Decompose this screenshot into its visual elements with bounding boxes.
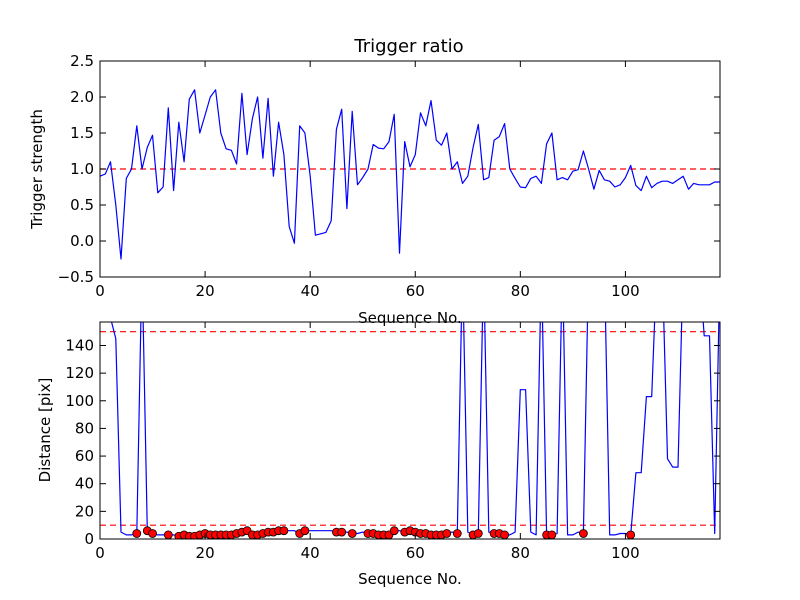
distance-y-tick-label-2: 40	[75, 475, 94, 493]
distance-data-point-35	[389, 526, 399, 536]
distance-x-tick-label-0: 0	[95, 544, 105, 562]
distance-data-point-28	[337, 527, 347, 537]
distance-data-point-3	[163, 530, 173, 539]
distance-data-point-2	[148, 529, 157, 538]
distance-data-point-0	[132, 529, 142, 538]
trigger-clipped-group	[100, 89, 720, 260]
distance-x-tick-label-1: 20	[196, 544, 215, 562]
x-axis-label-top: Sequence No.	[358, 309, 462, 327]
distance-frame	[99, 321, 721, 540]
chart-title: Trigger ratio	[353, 36, 463, 57]
distance-y-tick-label-5: 100	[65, 392, 94, 410]
distance-axes: 0 20 40 60 80 100 0 20 40 60 80 100 120 140 Sequence …	[36, 321, 721, 588]
trigger-x-tick-label-0: 0	[95, 282, 105, 300]
y-axis-label-bottom: Distance [pix]	[36, 378, 54, 483]
trigger-x-tick-label-5: 100	[611, 282, 640, 300]
distance-y-tick-label-3: 60	[75, 447, 94, 465]
trigger-x-tick-label-3: 60	[406, 282, 425, 300]
distance-x-tick-label-5: 100	[611, 544, 640, 562]
trigger-ratio-ticks: 0 20 40 60 80 100 −0.5 0.0 0.5 1.0 1.5 2.0 2.5	[58, 52, 720, 300]
distance-x-tick-label-4: 80	[511, 544, 530, 562]
trigger-x-tick-label-1: 20	[196, 282, 215, 300]
distance-y-tick-label-7: 140	[65, 336, 94, 354]
trigger-y-tick-label-1: 0.0	[70, 232, 94, 250]
trigger-y-tick-label-2: 0.5	[70, 196, 94, 214]
x-axis-label-bottom: Sequence No.	[358, 570, 462, 588]
distance-clipped-group	[100, 322, 720, 539]
distance-y-tick-label-6: 120	[65, 364, 94, 382]
distance-x-tick-label-2: 40	[301, 544, 320, 562]
distance-x-tick-label-3: 60	[406, 544, 425, 562]
trigger-ratio-plot-area	[100, 89, 720, 260]
trigger-x-tick-label-2: 40	[301, 282, 320, 300]
distance-y-tick-label-0: 0	[84, 530, 94, 548]
distance-data-point-47	[473, 529, 483, 538]
trigger-x-tick-label-4: 80	[511, 282, 530, 300]
distance-data-point-29	[347, 529, 357, 538]
y-axis-label-top: Trigger strength	[28, 109, 46, 230]
distance-data-point-44	[442, 529, 452, 538]
trigger-y-tick-label-5: 2.0	[70, 88, 94, 106]
distance-data-point-53	[578, 529, 588, 538]
distance-data-point-45	[452, 529, 462, 538]
distance-y-tick-label-1: 20	[75, 502, 94, 520]
trigger-y-tick-label-6: 2.5	[70, 52, 94, 70]
distance-ticks: 0 20 40 60 80 100 0 20 40 60 80 100 120 140	[65, 322, 720, 562]
distance-data-point-26	[300, 526, 310, 536]
trigger-y-tick-label-3: 1.0	[70, 160, 94, 178]
distance-data-point-54	[626, 530, 636, 539]
trigger-series-line	[100, 89, 720, 260]
distance-data-point-52	[547, 530, 557, 539]
distance-plot-area	[100, 322, 720, 539]
trigger-y-tick-label-0: −0.5	[58, 268, 94, 286]
distance-y-tick-label-4: 80	[75, 419, 94, 437]
distance-data-point-24	[279, 526, 289, 536]
trigger-y-tick-label-4: 1.5	[70, 124, 94, 142]
distance-data-point-50	[500, 530, 509, 539]
trigger-ratio-axes: Trigger ratio 0 20 40 60 80 100 −0.5 0.0 0.5 1.0 1…	[28, 36, 721, 327]
